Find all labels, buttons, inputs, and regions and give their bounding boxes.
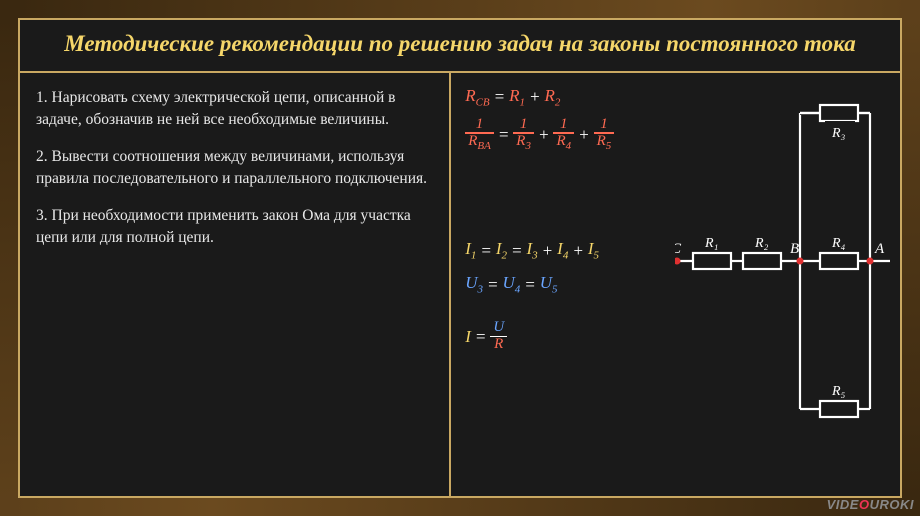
equations-block: RCB = R1 + R2 1RBA = 1R3 + 1R4 + 1R5 <box>465 83 695 353</box>
watermark-part2: O <box>859 497 870 512</box>
label-b: B <box>790 241 799 257</box>
eq-voltage: U3 = U4 = U5 <box>465 270 695 298</box>
node-b <box>796 257 803 264</box>
watermark-part1: VIDE <box>827 497 859 512</box>
title-box: Методические рекомендации по решению зад… <box>20 20 900 73</box>
eq-rcb: RCB = R1 + R2 <box>465 83 695 111</box>
ohm-I: I <box>465 324 471 350</box>
right-panel: RCB = R1 + R2 1RBA = 1R3 + 1R4 + 1R5 <box>451 73 900 496</box>
content-row: 1. Нарисовать схему электрической цепи, … <box>20 73 900 496</box>
left-panel: 1. Нарисовать схему электрической цепи, … <box>20 73 451 496</box>
step-2: 2. Вывести соотношения между величинами,… <box>36 146 433 191</box>
label-r1: R₁ <box>704 236 718 251</box>
eq-rba: 1RBA = 1R3 + 1R4 + 1R5 <box>465 117 695 153</box>
step-1: 1. Нарисовать схему электрической цепи, … <box>36 87 433 132</box>
ohm-U: U <box>490 320 507 336</box>
label-r4: R₄ <box>831 236 846 251</box>
eq-ohm: I = U R <box>465 320 695 353</box>
watermark-part3: UROKI <box>870 497 914 512</box>
label-r2: R₂ <box>754 236 769 251</box>
circuit-diagram: C R₁ R₂ B R₃ R₄ R₅ A <box>675 83 890 438</box>
node-c <box>675 257 681 264</box>
step-3: 3. При необходимости применить закон Ома… <box>36 205 433 250</box>
label-r5: R₅ <box>831 384 846 399</box>
ohm-R: R <box>491 337 506 353</box>
slide-title: Методические рекомендации по решению зад… <box>40 30 880 59</box>
watermark: VIDEOUROKI <box>827 497 914 512</box>
label-a: A <box>874 241 885 257</box>
board-inner: Методические рекомендации по решению зад… <box>18 18 902 498</box>
label-c: C <box>675 241 682 257</box>
label-r3: R₃ <box>831 126 846 141</box>
eq-current: I1 = I2 = I3 + I4 + I5 <box>465 236 695 264</box>
node-a <box>866 257 873 264</box>
